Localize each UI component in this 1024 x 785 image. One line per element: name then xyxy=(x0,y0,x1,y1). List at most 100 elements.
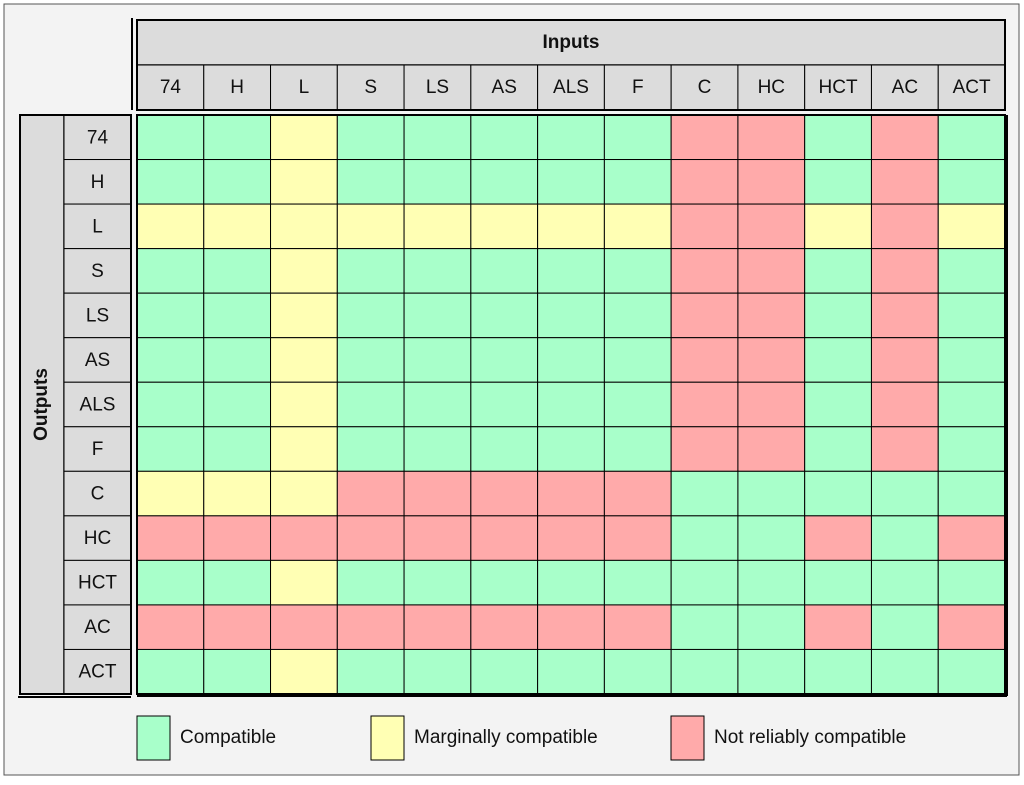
matrix-cell xyxy=(470,248,539,294)
output-label: AC xyxy=(84,617,110,638)
matrix-cell xyxy=(670,470,739,517)
matrix-cell xyxy=(136,292,205,339)
matrix-cell xyxy=(670,426,739,472)
matrix-cell xyxy=(937,114,1006,161)
input-header-cell xyxy=(870,64,939,111)
matrix-cell xyxy=(203,604,272,650)
matrix-cell xyxy=(136,381,205,428)
matrix-cell xyxy=(870,203,939,250)
matrix-cell xyxy=(136,515,205,561)
matrix-cell xyxy=(270,470,338,517)
matrix-cell xyxy=(603,248,672,294)
matrix-cell xyxy=(804,159,872,205)
matrix-cell xyxy=(403,470,472,517)
matrix-cell xyxy=(870,248,939,294)
matrix-cell xyxy=(537,248,605,294)
matrix-cell xyxy=(804,426,872,472)
matrix-cell xyxy=(136,604,205,650)
matrix-cell xyxy=(537,337,605,383)
legend-swatch xyxy=(370,715,405,761)
matrix-cell xyxy=(870,648,939,695)
matrix-cell xyxy=(470,604,539,650)
matrix-cell xyxy=(670,337,739,383)
legend-label: Marginally compatible xyxy=(414,727,598,748)
input-header-cell xyxy=(737,64,806,111)
matrix-cell xyxy=(737,559,806,606)
output-label: HCT xyxy=(78,573,117,594)
input-label: L xyxy=(299,77,310,98)
matrix-cell xyxy=(136,159,205,205)
matrix-cell xyxy=(603,203,672,250)
matrix-cell xyxy=(403,159,472,205)
output-label: ACT xyxy=(79,662,117,683)
matrix-cell xyxy=(670,559,739,606)
input-header-cell xyxy=(336,64,405,111)
matrix-cell xyxy=(804,248,872,294)
matrix-cell xyxy=(336,159,405,205)
matrix-cell xyxy=(537,292,605,339)
matrix-cell xyxy=(136,648,205,695)
matrix-cell xyxy=(937,559,1006,606)
matrix-cell xyxy=(203,203,272,250)
matrix-cell xyxy=(603,426,672,472)
matrix-cell xyxy=(804,559,872,606)
matrix-cell xyxy=(470,337,539,383)
input-label: AC xyxy=(892,77,918,98)
matrix-cell xyxy=(537,114,605,161)
matrix-cell xyxy=(870,292,939,339)
matrix-cell xyxy=(737,604,806,650)
matrix-cell xyxy=(670,159,739,205)
matrix-cell xyxy=(737,648,806,695)
matrix-cell xyxy=(937,604,1006,650)
matrix-cell xyxy=(603,648,672,695)
matrix-cell xyxy=(737,381,806,428)
matrix-cell xyxy=(470,515,539,561)
input-header-cell xyxy=(470,64,539,111)
output-label: ALS xyxy=(80,395,116,416)
input-label: S xyxy=(364,77,377,98)
output-label: AS xyxy=(85,350,110,371)
outputs-frame xyxy=(19,114,132,695)
matrix-cell xyxy=(136,337,205,383)
matrix-cell xyxy=(470,648,539,695)
legend-swatch xyxy=(136,715,171,761)
matrix-cell xyxy=(804,381,872,428)
matrix-cell xyxy=(670,604,739,650)
matrix-cell xyxy=(537,470,605,517)
matrix-cell xyxy=(336,381,405,428)
inputs-frame xyxy=(136,19,1006,111)
input-label: H xyxy=(230,77,244,98)
output-header-cell xyxy=(63,381,132,428)
output-header-cell xyxy=(63,470,132,517)
input-label: C xyxy=(698,77,712,98)
matrix-cell xyxy=(937,292,1006,339)
matrix-cell xyxy=(670,203,739,250)
matrix-cell xyxy=(537,381,605,428)
matrix-cell xyxy=(670,114,739,161)
matrix-cell xyxy=(804,114,872,161)
matrix-cell xyxy=(336,648,405,695)
inputs-title: Inputs xyxy=(543,32,600,53)
input-label: AS xyxy=(492,77,517,98)
matrix-cell xyxy=(203,648,272,695)
matrix-cell xyxy=(403,426,472,472)
output-label: C xyxy=(91,484,105,505)
matrix-cell xyxy=(470,159,539,205)
matrix-cell xyxy=(470,426,539,472)
output-header-cell xyxy=(63,292,132,339)
matrix-cell xyxy=(136,114,205,161)
legend-swatch xyxy=(670,715,705,761)
output-header-cell xyxy=(63,515,132,561)
matrix-cell xyxy=(804,203,872,250)
matrix-cell xyxy=(270,648,338,695)
matrix-cell xyxy=(470,292,539,339)
output-label: S xyxy=(91,261,104,282)
matrix-cell xyxy=(737,114,806,161)
matrix-cell xyxy=(136,203,205,250)
matrix-cell xyxy=(537,648,605,695)
matrix-cell xyxy=(537,515,605,561)
matrix-cell xyxy=(203,515,272,561)
matrix-cell xyxy=(270,604,338,650)
matrix-cell xyxy=(136,470,205,517)
